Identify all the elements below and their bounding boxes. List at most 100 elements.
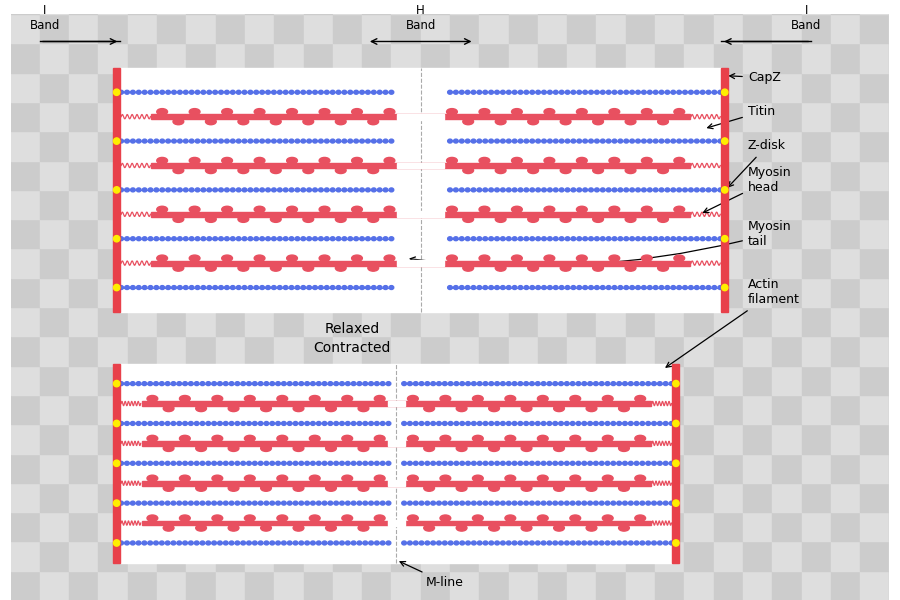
Ellipse shape — [674, 157, 685, 164]
Ellipse shape — [495, 541, 500, 545]
Ellipse shape — [483, 188, 488, 192]
Bar — [396, 481, 651, 485]
Bar — [714, 512, 742, 541]
Ellipse shape — [119, 188, 123, 192]
Ellipse shape — [241, 541, 246, 545]
Ellipse shape — [237, 237, 241, 241]
Ellipse shape — [351, 422, 356, 425]
Ellipse shape — [565, 188, 570, 192]
Bar — [831, 190, 860, 219]
Ellipse shape — [319, 139, 323, 143]
Ellipse shape — [166, 422, 170, 425]
Bar — [772, 424, 802, 454]
Ellipse shape — [351, 501, 356, 505]
Ellipse shape — [673, 500, 680, 506]
Ellipse shape — [718, 139, 723, 143]
Ellipse shape — [577, 286, 581, 289]
Ellipse shape — [383, 91, 388, 94]
Bar — [480, 541, 508, 571]
Ellipse shape — [241, 501, 246, 505]
Ellipse shape — [460, 382, 464, 386]
Ellipse shape — [317, 501, 321, 505]
Bar — [392, 454, 420, 483]
Bar — [721, 68, 728, 312]
Ellipse shape — [448, 382, 453, 386]
Bar — [11, 307, 40, 337]
Ellipse shape — [260, 286, 265, 289]
Ellipse shape — [663, 382, 668, 386]
Ellipse shape — [477, 541, 482, 545]
Ellipse shape — [700, 91, 705, 94]
Ellipse shape — [235, 541, 239, 545]
Ellipse shape — [670, 286, 676, 289]
Bar — [40, 337, 69, 365]
Ellipse shape — [576, 382, 580, 386]
Ellipse shape — [695, 237, 699, 241]
Ellipse shape — [447, 188, 453, 192]
Bar — [245, 131, 274, 161]
Bar — [655, 131, 684, 161]
Bar — [684, 131, 714, 161]
Ellipse shape — [553, 422, 558, 425]
Ellipse shape — [328, 501, 333, 505]
Ellipse shape — [447, 237, 453, 241]
Ellipse shape — [177, 382, 182, 386]
Ellipse shape — [677, 139, 681, 143]
Bar — [538, 102, 567, 131]
Ellipse shape — [536, 237, 541, 241]
Bar — [333, 483, 362, 512]
Bar — [655, 512, 684, 541]
Bar — [655, 365, 684, 395]
Ellipse shape — [495, 237, 500, 241]
Text: Myosin
tail: Myosin tail — [410, 220, 791, 266]
Ellipse shape — [593, 167, 604, 173]
Ellipse shape — [583, 188, 588, 192]
Bar — [450, 278, 480, 307]
Ellipse shape — [673, 460, 680, 466]
Bar — [742, 161, 772, 190]
Bar — [186, 337, 216, 365]
Ellipse shape — [594, 501, 598, 505]
Ellipse shape — [148, 382, 152, 386]
Bar — [831, 307, 860, 337]
Ellipse shape — [465, 91, 470, 94]
Bar — [714, 73, 742, 102]
Ellipse shape — [658, 501, 662, 505]
Bar — [567, 454, 597, 483]
Ellipse shape — [559, 382, 563, 386]
Ellipse shape — [258, 541, 263, 545]
Ellipse shape — [413, 461, 418, 465]
Ellipse shape — [160, 237, 165, 241]
Ellipse shape — [479, 206, 490, 212]
Bar — [333, 278, 362, 307]
Bar — [216, 43, 245, 73]
Bar — [11, 395, 40, 424]
Bar — [69, 483, 98, 512]
Bar — [802, 483, 831, 512]
Ellipse shape — [588, 422, 592, 425]
Ellipse shape — [245, 395, 256, 402]
Bar — [216, 512, 245, 541]
Bar — [626, 219, 655, 248]
Bar — [121, 364, 672, 563]
Bar — [567, 512, 597, 541]
Ellipse shape — [454, 461, 459, 465]
Bar — [860, 248, 889, 278]
Ellipse shape — [218, 382, 222, 386]
Bar — [392, 424, 420, 454]
Ellipse shape — [628, 541, 633, 545]
Bar — [860, 571, 889, 600]
Ellipse shape — [594, 422, 598, 425]
Ellipse shape — [564, 422, 569, 425]
Ellipse shape — [166, 461, 170, 465]
Ellipse shape — [270, 382, 274, 386]
Ellipse shape — [384, 206, 395, 212]
Bar — [11, 483, 40, 512]
Bar — [626, 571, 655, 600]
Bar — [889, 571, 900, 600]
Bar — [889, 483, 900, 512]
Bar — [420, 161, 450, 190]
Bar — [597, 43, 626, 73]
Ellipse shape — [489, 286, 493, 289]
Ellipse shape — [322, 461, 327, 465]
